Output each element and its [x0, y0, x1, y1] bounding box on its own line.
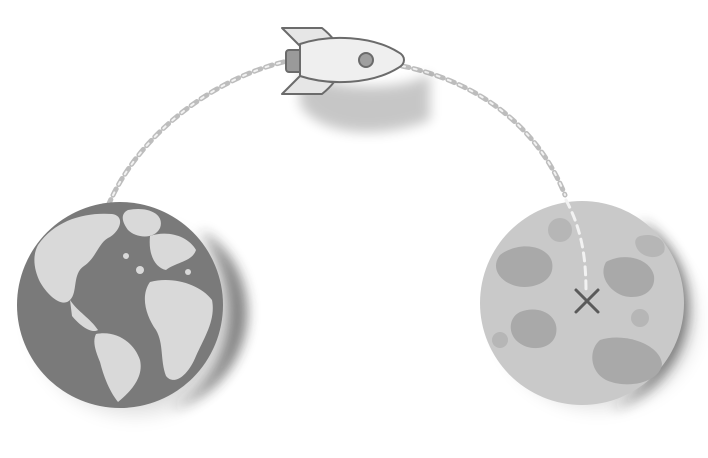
trajectory-path: [105, 57, 568, 209]
earth-globe-icon: [17, 202, 223, 408]
rocket-shadow: [300, 70, 430, 133]
moon-icon: [480, 201, 684, 405]
rocket-icon: [281, 27, 405, 95]
x-mark-icon: [574, 288, 600, 314]
descent-path: [564, 198, 588, 294]
